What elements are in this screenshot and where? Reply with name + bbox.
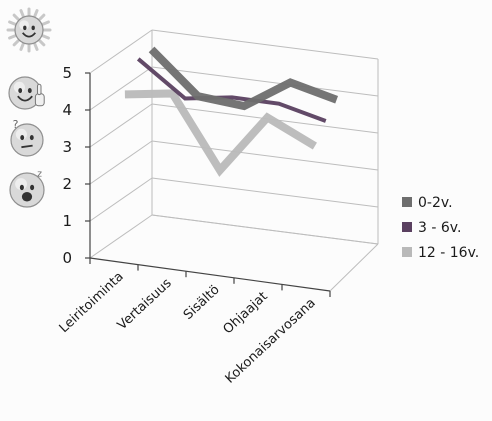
- legend-swatch: [402, 222, 412, 232]
- svg-text:?: ?: [13, 118, 19, 131]
- floor-side-edge: [329, 243, 379, 292]
- side-gridline: [89, 140, 153, 185]
- svg-text:z: z: [37, 169, 42, 179]
- y-tick-label: 5: [62, 64, 72, 82]
- y-tick-label: 3: [62, 138, 72, 156]
- category-label: Ohjaajat: [220, 289, 270, 337]
- y-tick-label: 1: [62, 212, 72, 230]
- side-gridline: [89, 214, 153, 259]
- y-tick-label: 4: [62, 101, 72, 119]
- side-gridline: [89, 103, 153, 148]
- side-gridline: [89, 177, 153, 222]
- axes: [85, 72, 331, 297]
- legend-label: 12 - 16v.: [418, 245, 479, 261]
- y-tick-labels: 0 1 2 3 4 5: [62, 64, 72, 267]
- legend: 0-2v. 3 - 6v. 12 - 16v.: [402, 195, 479, 261]
- category-label: Sisältö: [181, 282, 223, 323]
- smiley-icons: ?z: [6, 7, 52, 208]
- sun-smiley-icon: [6, 7, 52, 53]
- series-lines: [124, 46, 339, 177]
- back-gridline: [151, 66, 379, 97]
- category-label: Vertaisuus: [115, 276, 175, 333]
- category-label: Leiritoiminta: [57, 269, 127, 336]
- back-gridline: [151, 177, 379, 208]
- thumbs-up-smiley-icon: [8, 76, 45, 110]
- back-gridline: [151, 29, 379, 60]
- legend-label: 3 - 6v.: [418, 220, 461, 236]
- confused-smiley-icon: ?: [10, 118, 44, 157]
- category-label: Kokonaisarvosana: [223, 296, 319, 387]
- side-gridline: [89, 66, 153, 111]
- y-tick-label: 2: [62, 175, 72, 193]
- back-gridline: [151, 140, 379, 171]
- legend-swatch: [402, 197, 412, 207]
- legend-label: 0-2v.: [418, 195, 453, 211]
- x-axis: [89, 257, 331, 292]
- legend-swatch: [402, 247, 412, 257]
- side-gridline: [89, 29, 153, 74]
- y-tick-label: 0: [62, 249, 72, 267]
- yawning-smiley-icon: z: [9, 169, 45, 208]
- floor-back-edge: [151, 214, 379, 245]
